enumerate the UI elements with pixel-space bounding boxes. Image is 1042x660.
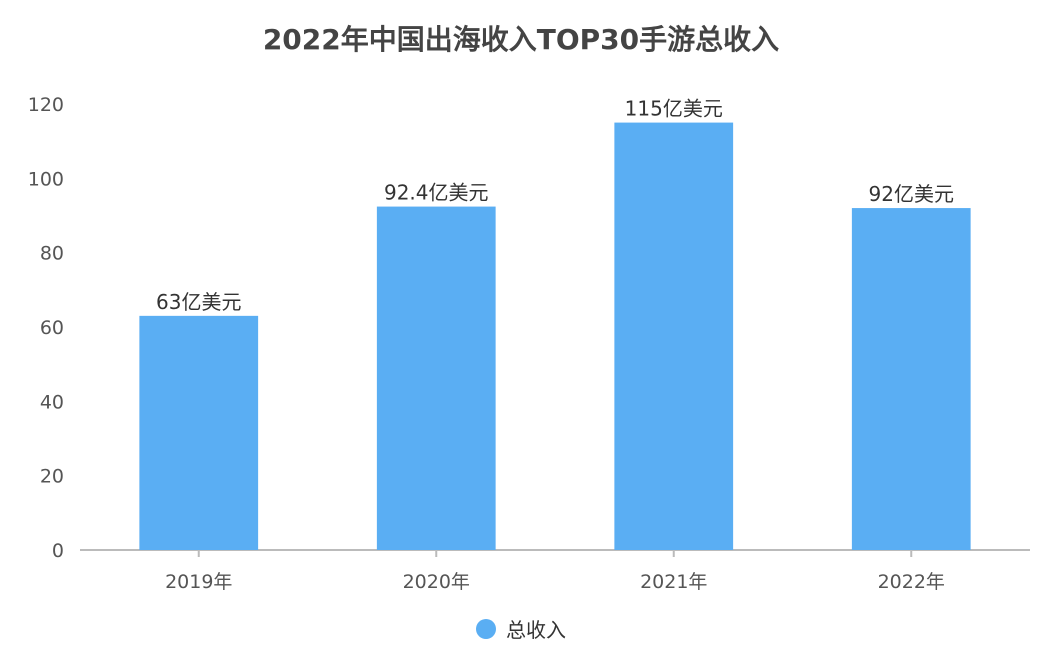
y-tick-label: 60 xyxy=(40,317,64,339)
y-tick-label: 0 xyxy=(52,540,64,562)
data-label: 92.4亿美元 xyxy=(384,181,489,205)
data-label: 115亿美元 xyxy=(625,97,723,121)
legend-marker xyxy=(476,618,496,639)
y-tick-label: 40 xyxy=(40,391,64,413)
legend-label: 总收入 xyxy=(506,618,566,642)
x-tick-label: 2021年 xyxy=(640,571,707,593)
x-tick-label: 2022年 xyxy=(878,571,945,593)
bar[interactable] xyxy=(614,122,734,550)
x-tick-label: 2020年 xyxy=(403,571,470,593)
bar[interactable] xyxy=(851,208,971,551)
y-tick-label: 100 xyxy=(28,168,64,190)
y-tick-label: 120 xyxy=(28,94,64,116)
x-tick-label: 2019年 xyxy=(165,571,232,593)
y-tick-label: 20 xyxy=(40,466,64,488)
y-tick-label: 80 xyxy=(40,243,64,265)
data-label: 92亿美元 xyxy=(869,182,954,206)
data-label: 63亿美元 xyxy=(156,290,241,314)
chart-title: 2022年中国出海收入TOP30手游总收入 xyxy=(262,23,780,56)
bar[interactable] xyxy=(139,315,259,550)
legend[interactable]: 总收入 xyxy=(0,614,1042,643)
bar[interactable] xyxy=(376,206,496,550)
